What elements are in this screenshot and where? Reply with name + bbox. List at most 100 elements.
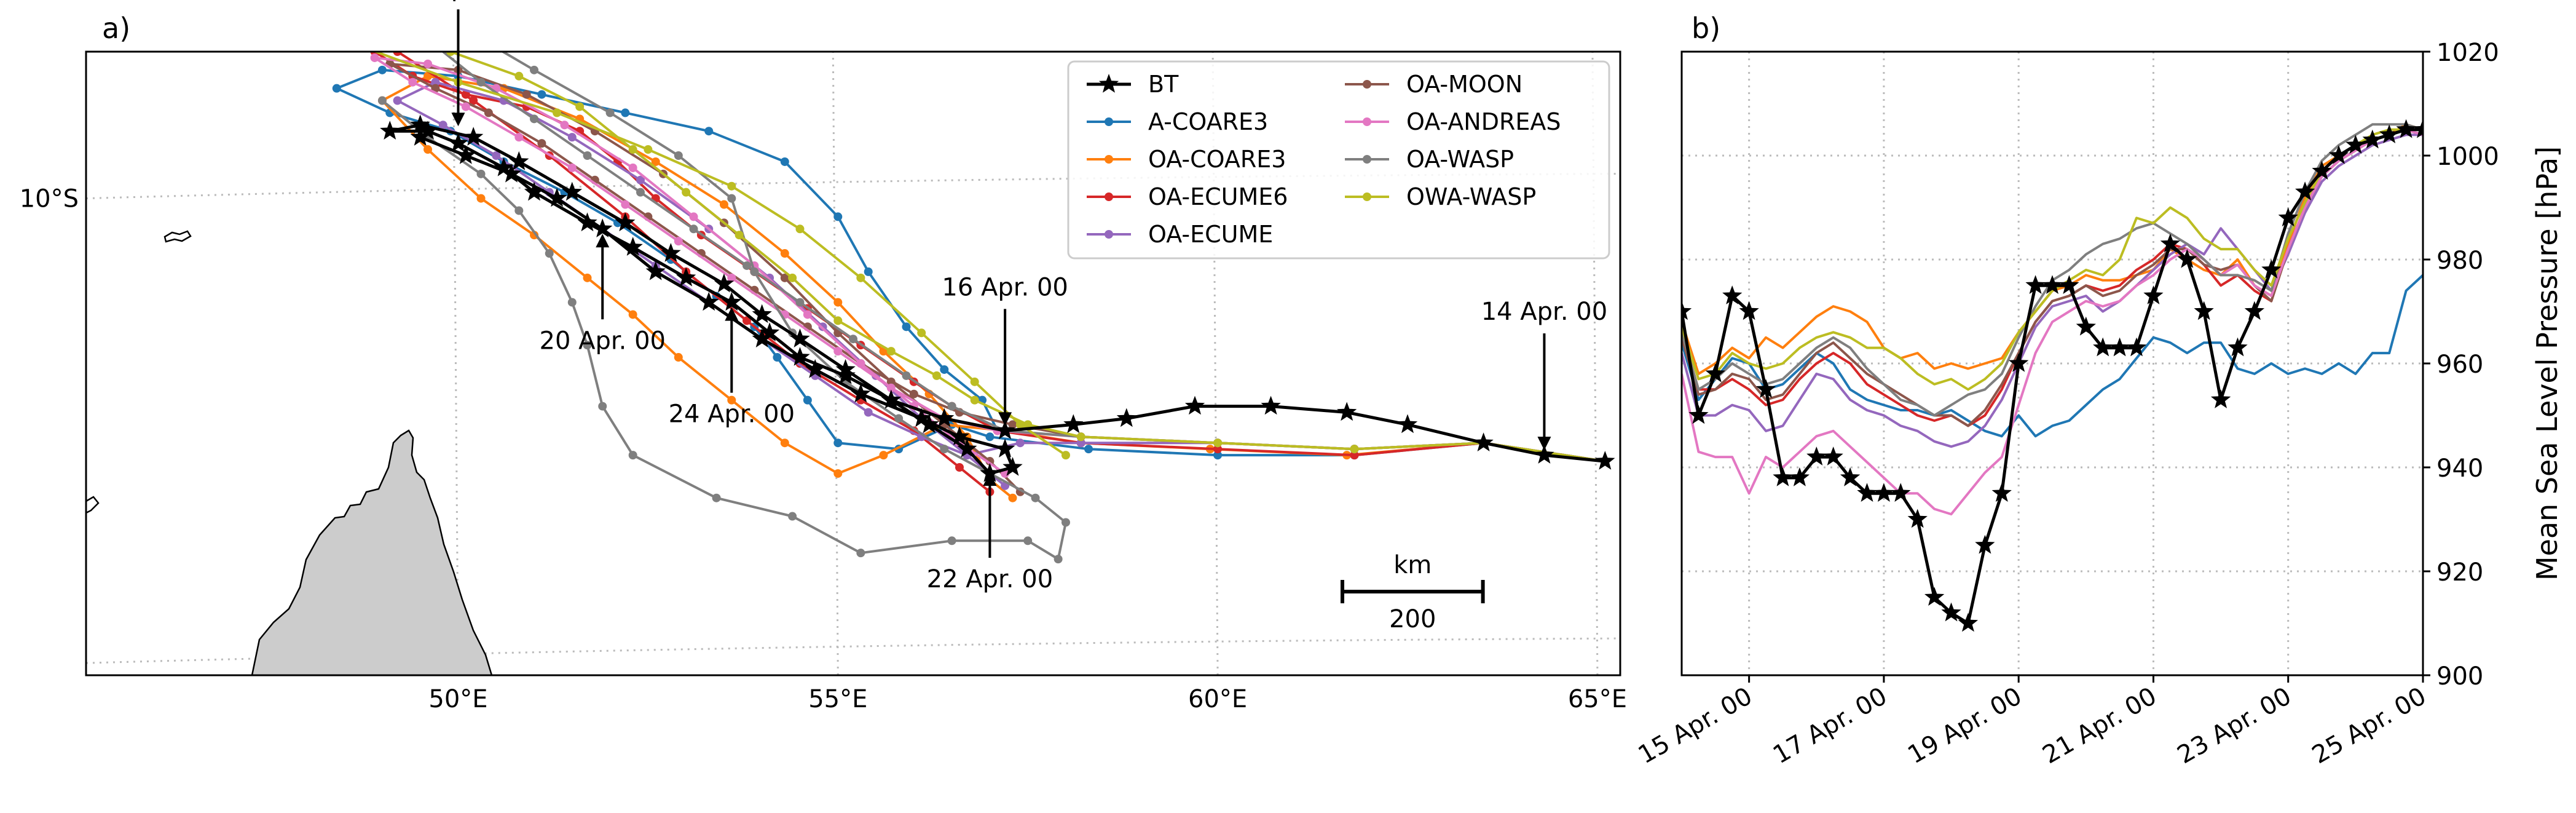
track-oa-coare3-point bbox=[583, 273, 592, 282]
track-oa-andreas-point bbox=[621, 200, 630, 209]
track-oa-andreas-point bbox=[803, 310, 812, 319]
pressure-bt-point bbox=[2109, 337, 2130, 357]
track-oa-wasp-point bbox=[377, 96, 387, 105]
legend-label: OA-ECUME bbox=[1148, 221, 1273, 248]
track-bt-point bbox=[494, 157, 514, 176]
track-bt-point bbox=[949, 426, 970, 445]
pressure-y-tick-label: 900 bbox=[2436, 662, 2483, 691]
track-bt-point bbox=[410, 127, 430, 146]
track-bt-point bbox=[1534, 445, 1554, 464]
pressure-y-tick-label: 1000 bbox=[2436, 143, 2499, 171]
track-oa-andreas-point bbox=[423, 59, 433, 68]
track-oa-moon-point bbox=[1008, 420, 1017, 429]
track-oa-andreas-point bbox=[689, 212, 698, 221]
pressure-bt-point bbox=[2126, 337, 2147, 357]
track-oa-wasp-point bbox=[583, 341, 592, 350]
track-oa-moon-point bbox=[886, 377, 896, 386]
annotation-arrow-head bbox=[998, 412, 1012, 426]
track-owa-wasp-point bbox=[514, 71, 524, 81]
track-owa-wasp-point bbox=[970, 377, 979, 386]
track-oa-wasp-point bbox=[849, 335, 857, 344]
track-oa-ecume6-point bbox=[742, 316, 752, 325]
pressure-bt-point bbox=[2194, 301, 2214, 320]
map-x-tick-label: 55°E bbox=[808, 685, 867, 713]
track-a-coare3-point bbox=[537, 90, 546, 99]
pressure-bt-point bbox=[2379, 124, 2400, 143]
pressure-bt-point bbox=[1755, 379, 1776, 398]
track-bt-point bbox=[380, 121, 400, 140]
map-frame bbox=[85, 50, 1621, 676]
track-owa-wasp-point bbox=[970, 395, 979, 405]
annotation-label: 18 Apr. 00 bbox=[395, 0, 521, 2]
pressure-bt-point bbox=[2009, 353, 2029, 372]
track-bt-point bbox=[410, 114, 430, 133]
track-bt-line bbox=[388, 123, 1605, 475]
track-bt-point bbox=[699, 291, 719, 311]
coast-edge-outline bbox=[86, 496, 100, 514]
track-oa-wasp-point bbox=[1031, 493, 1040, 502]
track-a-coare3-point bbox=[833, 212, 843, 221]
pressure-gridlines bbox=[1682, 52, 2423, 675]
track-oa-moon-point bbox=[909, 389, 918, 399]
pressure-bt-point bbox=[1688, 405, 1709, 424]
track-oa-wasp-point bbox=[674, 151, 683, 160]
track-oa-ecume-point bbox=[1015, 438, 1025, 448]
track-oa-ecume6-point bbox=[294, 10, 303, 19]
date-annotation: 22 Apr. 00 bbox=[927, 472, 1053, 593]
map-x-tick-label: 50°E bbox=[428, 685, 487, 713]
track-oa-coare3-point bbox=[780, 249, 789, 258]
meridian-line bbox=[1591, 52, 1599, 675]
track-bt-point bbox=[759, 322, 780, 341]
track-bt-point bbox=[790, 328, 810, 347]
legend-swatch-marker bbox=[1363, 155, 1371, 164]
track-a-coare3-point bbox=[902, 322, 911, 331]
legend-swatch-marker bbox=[1363, 192, 1371, 201]
track-owa-wasp-point bbox=[575, 102, 585, 111]
track-a-coare3-point bbox=[704, 127, 714, 136]
track-owa-wasp-point bbox=[628, 145, 637, 154]
legend-swatch-marker bbox=[1363, 80, 1371, 89]
track-oa-coare3-point bbox=[628, 310, 637, 319]
pressure-bt-point bbox=[2312, 161, 2332, 180]
track-oa-andreas-point bbox=[567, 163, 577, 172]
legend-box bbox=[1067, 60, 1610, 260]
track-oa-wasp-point bbox=[947, 536, 956, 545]
track-oa-wasp-point bbox=[598, 402, 607, 411]
date-annotation: 14 Apr. 00 bbox=[1481, 298, 1607, 451]
pressure-bt-point bbox=[2143, 285, 2164, 304]
track-bt-point bbox=[919, 414, 939, 434]
track-bt-point bbox=[676, 267, 696, 287]
track-bt-point bbox=[1184, 395, 1205, 415]
date-annotations: 18 Apr. 00 20 Apr. 00 24 Apr. 00 16 Apr. 00… bbox=[395, 0, 1607, 593]
track-bt-point bbox=[524, 181, 545, 201]
track-a-coare3-point bbox=[621, 108, 630, 117]
pressure-x-tick-label: 15 Apr. 00 bbox=[1634, 682, 1757, 770]
date-annotation: 20 Apr. 00 bbox=[540, 234, 666, 355]
track-oa-andreas-point bbox=[514, 133, 524, 142]
legend-entry-oa-wasp: OA-WASP bbox=[1345, 146, 1514, 173]
pressure-bt-point bbox=[2328, 145, 2349, 164]
track-oa-andreas-point bbox=[628, 163, 637, 172]
track-oa-ecume6-point bbox=[393, 52, 402, 56]
pressure-x-tick-label: 23 Apr. 00 bbox=[2173, 682, 2296, 770]
track-a-coare3-point bbox=[1213, 451, 1223, 460]
pressure-bt-point bbox=[2346, 135, 2366, 154]
track-oa-ecume-point bbox=[431, 77, 440, 87]
track-bt-point bbox=[851, 383, 871, 403]
date-annotation: 18 Apr. 00 bbox=[395, 0, 521, 127]
pressure-bt-point bbox=[2227, 337, 2248, 357]
track-owa-wasp-point bbox=[644, 145, 653, 154]
legend-entry-oa-ecume: OA-ECUME bbox=[1087, 221, 1273, 248]
pressure-bt-point bbox=[1958, 613, 1979, 632]
pressure-y-tick-label: 980 bbox=[2436, 247, 2483, 275]
track-bt-point bbox=[934, 408, 955, 427]
track-bt-point bbox=[1002, 457, 1023, 476]
pressure-panel: 900 920 940 960 980 1000 1020 15 Apr. 00 17 Apr.… bbox=[1634, 39, 2564, 769]
legend-label: OA-ECUME6 bbox=[1148, 183, 1288, 210]
legend-label: OA-MOON bbox=[1406, 71, 1522, 98]
date-annotation: 24 Apr. 00 bbox=[669, 307, 795, 429]
track-bt-point bbox=[448, 133, 468, 152]
track-oa-andreas-point bbox=[886, 383, 896, 392]
track-oa-wasp-point bbox=[742, 261, 752, 270]
track-oa-coare3-point bbox=[1008, 493, 1017, 502]
